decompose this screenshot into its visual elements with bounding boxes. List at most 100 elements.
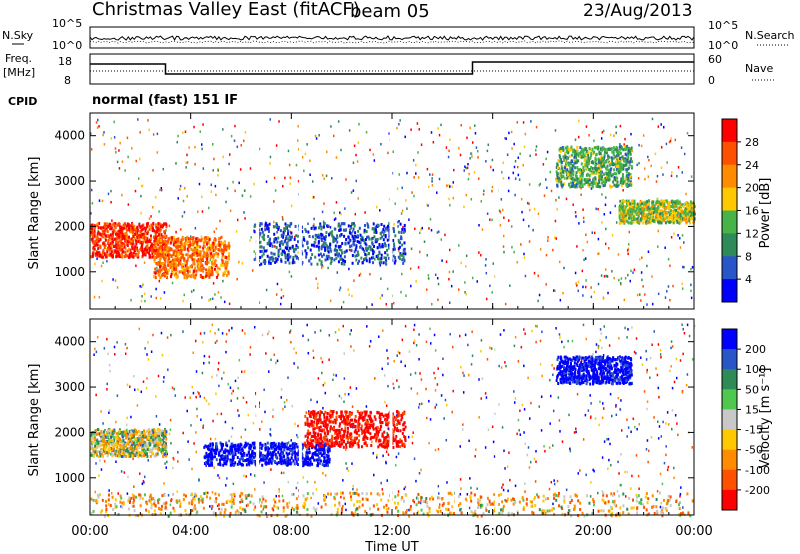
echo-cell (119, 248, 122, 252)
nave-label: Nave (745, 62, 773, 75)
echo-cell (193, 258, 196, 262)
echo-cell (90, 230, 93, 234)
echo-cell (650, 164, 652, 168)
echo-cell (587, 151, 590, 155)
echo-cell (143, 226, 146, 230)
echo-cell (657, 437, 660, 440)
echo-cell (559, 155, 562, 159)
echo-cell (281, 242, 284, 246)
echo-cell (164, 247, 167, 251)
echo-cell (213, 230, 215, 234)
echo-cell (261, 235, 263, 239)
echo-cell (649, 221, 652, 225)
echo-cell (124, 253, 127, 257)
echo-cell (316, 262, 319, 266)
echo-cell (259, 222, 262, 226)
echo-cell (578, 152, 581, 156)
echo-cell (653, 330, 655, 333)
echo-cell (223, 241, 226, 245)
echo-cell (597, 162, 600, 166)
echo-cell (625, 184, 628, 188)
echo-cell (661, 210, 664, 214)
echo-cell (379, 263, 382, 267)
echo-cell (150, 215, 152, 218)
echo-cell (167, 246, 170, 250)
echo-cell (644, 207, 647, 211)
echo-cell (650, 216, 653, 220)
echo-cell (117, 253, 120, 257)
echo-cell (347, 235, 350, 239)
echo-cell (580, 193, 582, 197)
echo-cell (337, 252, 340, 256)
echo-cell (575, 149, 578, 153)
echo-cell (274, 260, 277, 264)
echo-cell (157, 222, 160, 226)
echo-cell (559, 430, 561, 433)
echo-cell (365, 405, 368, 408)
echo-cell (575, 282, 577, 285)
echo-cell (519, 152, 521, 156)
echo-cell (688, 213, 691, 217)
echo-cell (618, 163, 621, 167)
echo-cell (623, 199, 626, 203)
echo-cell (570, 153, 573, 157)
noise-strip (89, 26, 695, 49)
echo-cell (566, 156, 569, 160)
echo-cell (142, 223, 145, 227)
echo-cell (631, 474, 633, 478)
echo-cell (222, 279, 224, 283)
echo-cell (440, 238, 443, 241)
echo-cell (110, 223, 113, 227)
echo-cell (177, 263, 180, 267)
echo-cell (152, 169, 154, 172)
echo-cell (322, 472, 324, 475)
echo-cell (170, 442, 172, 445)
echo-cell (169, 241, 172, 245)
echo-cell (335, 256, 338, 260)
echo-cell (524, 482, 526, 485)
echo-cell (112, 222, 115, 226)
echo-cell (331, 233, 334, 237)
echo-cell (646, 200, 649, 204)
echo-cell (679, 495, 681, 498)
echo-cell (265, 352, 267, 355)
echo-cell (628, 162, 631, 166)
echo-cell (343, 255, 346, 259)
echo-cell (369, 148, 371, 152)
echo-cell (566, 176, 569, 180)
echo-cell (660, 219, 663, 223)
echo-cell (590, 481, 592, 484)
echo-cell (611, 270, 613, 273)
echo-cell (153, 257, 156, 261)
echo-cell (379, 236, 382, 240)
echo-cell (283, 249, 285, 253)
echo-cell (286, 253, 289, 257)
echo-cell (645, 448, 648, 451)
echo-cell (287, 249, 290, 253)
echo-cell (588, 159, 591, 163)
echo-cell (589, 156, 592, 160)
echo-cell (224, 260, 227, 264)
echo-cell (309, 256, 312, 260)
echo-cell (358, 259, 361, 263)
echo-cell (589, 148, 592, 152)
echo-cell (675, 218, 678, 222)
echo-cell (371, 241, 374, 245)
echo-cell (604, 183, 607, 187)
echo-cell (245, 401, 248, 404)
echo-cell (628, 179, 631, 183)
echo-cell (560, 165, 563, 169)
echo-cell (336, 339, 339, 342)
echo-cell (168, 257, 171, 261)
echo-cell (317, 253, 320, 257)
echo-cell (679, 501, 681, 504)
echo-cell (141, 255, 144, 259)
echo-cell (185, 161, 187, 165)
echo-cell (565, 197, 568, 201)
echo-cell (104, 238, 107, 242)
echo-cell (438, 133, 441, 137)
echo-cell (448, 301, 451, 305)
echo-cell (622, 148, 625, 152)
echo-cell (499, 210, 502, 214)
echo-cell (284, 176, 286, 180)
